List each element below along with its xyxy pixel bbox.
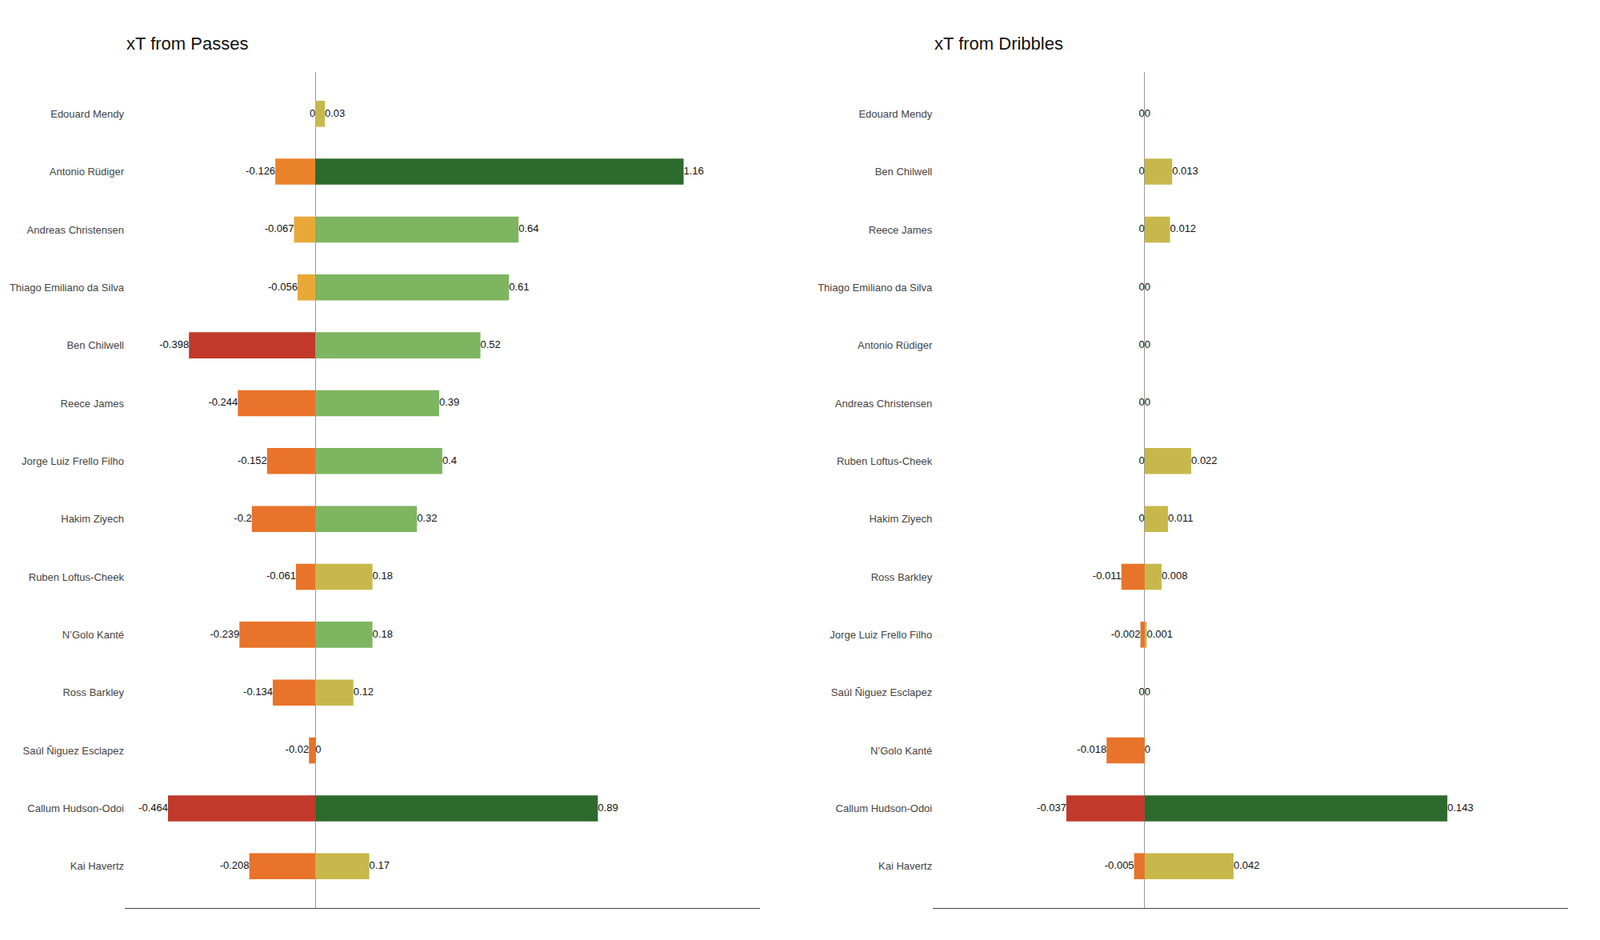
svg-text:0.18: 0.18	[372, 628, 393, 640]
svg-text:0: 0	[1139, 107, 1145, 120]
svg-text:Reece James: Reece James	[60, 397, 125, 410]
svg-text:0: 0	[1139, 280, 1145, 293]
svg-text:-0.037: -0.037	[1036, 801, 1067, 814]
svg-text:0: 0	[1139, 685, 1145, 698]
svg-text:0.4: 0.4	[442, 454, 457, 467]
svg-text:Andreas Christensen: Andreas Christensen	[27, 223, 124, 236]
svg-text:-0.02: -0.02	[285, 743, 310, 756]
svg-text:0: 0	[1144, 685, 1151, 698]
svg-text:0.03: 0.03	[324, 107, 345, 120]
svg-text:Hakim Ziyech: Hakim Ziyech	[868, 512, 932, 525]
svg-text:Kai Havertz: Kai Havertz	[878, 860, 932, 872]
svg-text:0.143: 0.143	[1447, 801, 1474, 814]
svg-text:0.008: 0.008	[1161, 569, 1188, 582]
svg-text:xT from Passes: xT from Passes	[126, 33, 248, 54]
svg-text:Edouard Mendy: Edouard Mendy	[858, 108, 932, 120]
svg-text:0.042: 0.042	[1233, 859, 1260, 872]
svg-text:-0.152: -0.152	[237, 454, 268, 467]
svg-text:-0.018: -0.018	[1076, 743, 1107, 756]
svg-text:-0.244: -0.244	[208, 396, 238, 408]
svg-text:-0.056: -0.056	[268, 280, 298, 293]
svg-text:-0.464: -0.464	[138, 801, 168, 814]
svg-text:0: 0	[1139, 454, 1145, 467]
svg-text:0: 0	[1139, 396, 1145, 408]
svg-text:0.012: 0.012	[1170, 222, 1197, 235]
svg-text:Kai Havertz: Kai Havertz	[70, 860, 124, 872]
svg-text:N’Golo Kanté: N’Golo Kanté	[870, 744, 932, 757]
svg-text:Edouard Mendy: Edouard Mendy	[50, 108, 124, 120]
svg-text:Antonio Rüdiger: Antonio Rüdiger	[49, 165, 125, 178]
svg-text:Saúl Ñiguez Esclapez: Saúl Ñiguez Esclapez	[23, 744, 124, 757]
svg-text:-0.002: -0.002	[1111, 628, 1141, 640]
svg-text:0.18: 0.18	[372, 569, 393, 582]
svg-text:0.52: 0.52	[480, 338, 501, 351]
svg-text:0: 0	[1144, 338, 1151, 351]
svg-text:-0.134: -0.134	[243, 685, 273, 698]
svg-text:-0.208: -0.208	[220, 859, 250, 872]
svg-text:0: 0	[1139, 512, 1145, 524]
svg-text:0: 0	[1139, 222, 1145, 235]
svg-text:-0.061: -0.061	[266, 569, 296, 582]
svg-text:Reece James: Reece James	[868, 223, 933, 236]
svg-text:0: 0	[1144, 396, 1151, 408]
svg-text:-0.239: -0.239	[209, 628, 240, 640]
svg-text:0: 0	[1144, 743, 1151, 756]
svg-text:Andreas Christensen: Andreas Christensen	[835, 397, 932, 410]
svg-text:-0.398: -0.398	[159, 338, 189, 351]
svg-text:0.12: 0.12	[353, 685, 374, 698]
svg-text:Thiago Emiliano da Silva: Thiago Emiliano da Silva	[9, 281, 125, 294]
svg-text:-0.126: -0.126	[245, 164, 276, 177]
svg-text:0.011: 0.011	[1168, 512, 1194, 524]
svg-text:Callum Hudson-Odoi: Callum Hudson-Odoi	[27, 802, 124, 815]
svg-text:Antonio Rüdiger: Antonio Rüdiger	[857, 339, 933, 352]
svg-text:0.013: 0.013	[1172, 164, 1199, 177]
svg-text:0: 0	[1144, 107, 1151, 120]
svg-text:0.39: 0.39	[439, 396, 460, 408]
svg-text:0.64: 0.64	[518, 222, 539, 235]
svg-text:Ross Barkley: Ross Barkley	[62, 686, 124, 699]
svg-text:Jorge Luiz Frello Filho: Jorge Luiz Frello Filho	[829, 628, 932, 641]
svg-text:Jorge Luiz Frello Filho: Jorge Luiz Frello Filho	[21, 455, 124, 468]
svg-text:0.022: 0.022	[1191, 454, 1218, 467]
svg-text:Ben Chilwell: Ben Chilwell	[66, 339, 124, 352]
svg-text:Ruben Loftus-Cheek: Ruben Loftus-Cheek	[836, 455, 933, 468]
svg-text:0: 0	[1139, 338, 1145, 351]
svg-text:0: 0	[1144, 280, 1151, 293]
svg-text:0: 0	[1139, 164, 1145, 177]
svg-text:Ben Chilwell: Ben Chilwell	[875, 165, 933, 178]
svg-text:Hakim Ziyech: Hakim Ziyech	[60, 512, 124, 525]
svg-text:N’Golo Kanté: N’Golo Kanté	[62, 628, 124, 641]
svg-text:-0.067: -0.067	[264, 222, 295, 235]
svg-text:0.61: 0.61	[508, 280, 529, 293]
svg-text:Thiago Emiliano da Silva: Thiago Emiliano da Silva	[817, 281, 933, 294]
svg-text:0.17: 0.17	[369, 859, 390, 872]
svg-text:Ross Barkley: Ross Barkley	[871, 571, 933, 584]
svg-text:Callum Hudson-Odoi: Callum Hudson-Odoi	[836, 802, 933, 815]
svg-text:Saúl Ñiguez Esclapez: Saúl Ñiguez Esclapez	[831, 686, 932, 699]
svg-text:-0.2: -0.2	[233, 512, 252, 524]
svg-text:-0.005: -0.005	[1104, 859, 1135, 872]
svg-text:0.89: 0.89	[597, 801, 618, 814]
svg-text:1.16: 1.16	[684, 164, 704, 177]
svg-text:0.32: 0.32	[416, 512, 437, 524]
svg-text:Ruben Loftus-Cheek: Ruben Loftus-Cheek	[28, 571, 125, 584]
svg-text:xT from Dribbles: xT from Dribbles	[934, 33, 1064, 54]
svg-text:0: 0	[309, 107, 316, 120]
svg-text:0: 0	[315, 743, 321, 756]
svg-text:0.001: 0.001	[1146, 628, 1173, 640]
svg-text:-0.011: -0.011	[1092, 569, 1122, 582]
